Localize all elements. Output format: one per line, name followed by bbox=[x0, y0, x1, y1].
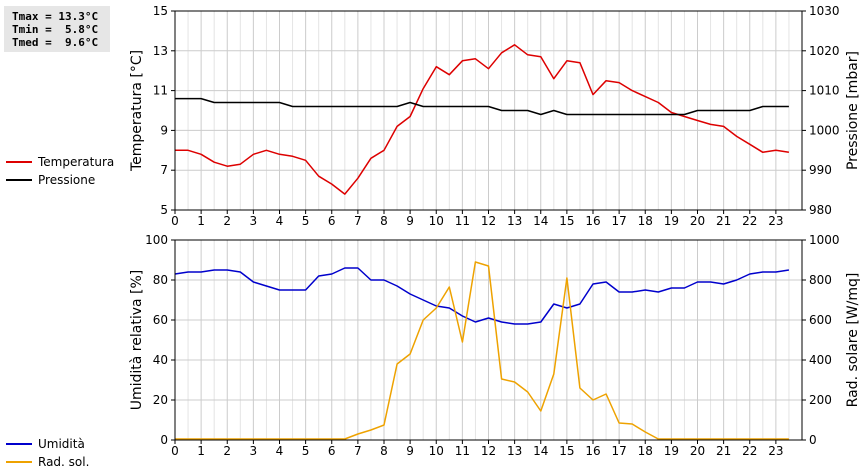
x-tick-label: 17 bbox=[611, 214, 626, 228]
x-tick-label: 20 bbox=[690, 444, 705, 458]
x-tick-label: 8 bbox=[380, 214, 388, 228]
y-tick-label: 0 bbox=[160, 433, 168, 447]
y-tick-label: 60 bbox=[153, 313, 168, 327]
legend-label-umidita: Umidità bbox=[38, 437, 85, 451]
x-tick-label: 2 bbox=[223, 444, 231, 458]
weather-charts: 0 1 2 3 4 5 6 7 8 9 10 11 12 13 14 15 16 17 18 19 20 21 22 2357… bbox=[129, 4, 860, 458]
legend-swatch-pressione bbox=[6, 179, 32, 181]
series-line-pressione bbox=[175, 97, 789, 116]
y-tick-label: 80 bbox=[153, 273, 168, 287]
x-tick-label: 11 bbox=[455, 214, 470, 228]
legend-swatch-temperatura bbox=[6, 161, 32, 163]
y-tick-label: 11 bbox=[153, 84, 168, 98]
y-tick-label: 100 bbox=[145, 233, 168, 247]
x-tick-label: 0 bbox=[171, 444, 179, 458]
x-tick-label: 21 bbox=[716, 214, 731, 228]
x-tick-label: 10 bbox=[429, 444, 444, 458]
x-tick-label: 7 bbox=[354, 214, 362, 228]
stats-box: Tmax = 13.3°C Tmin = 5.8°C Tmed = 9.6°C bbox=[4, 6, 110, 52]
y2-tick-label: 1000 bbox=[809, 233, 840, 247]
y2-tick-label: 200 bbox=[809, 393, 832, 407]
x-tick-label: 12 bbox=[481, 214, 496, 228]
y2-axis-title: Rad. solare [W/mq] bbox=[845, 273, 860, 408]
tmax-readout: Tmax = 13.3°C bbox=[12, 10, 99, 23]
x-tick-label: 1 bbox=[197, 214, 205, 228]
x-tick-label: 8 bbox=[380, 444, 388, 458]
y2-tick-label: 990 bbox=[809, 163, 832, 177]
legend-swatch-rad-sol bbox=[6, 461, 32, 463]
y2-tick-label: 1010 bbox=[809, 84, 840, 98]
x-tick-label: 23 bbox=[768, 444, 783, 458]
x-tick-label: 22 bbox=[742, 214, 757, 228]
y-tick-label: 13 bbox=[153, 44, 168, 58]
x-tick-label: 11 bbox=[455, 444, 470, 458]
y2-tick-label: 800 bbox=[809, 273, 832, 287]
x-tick-label: 21 bbox=[716, 444, 731, 458]
x-tick-label: 22 bbox=[742, 444, 757, 458]
x-tick-label: 14 bbox=[533, 444, 548, 458]
y-tick-label: 9 bbox=[160, 123, 168, 137]
x-tick-label: 3 bbox=[250, 444, 258, 458]
x-tick-label: 5 bbox=[302, 214, 310, 228]
x-tick-label: 17 bbox=[611, 444, 626, 458]
y-tick-label: 5 bbox=[160, 203, 168, 217]
y2-tick-label: 1020 bbox=[809, 44, 840, 58]
x-tick-label: 3 bbox=[250, 214, 258, 228]
x-tick-label: 7 bbox=[354, 444, 362, 458]
y2-tick-label: 400 bbox=[809, 353, 832, 367]
x-tick-label: 18 bbox=[638, 444, 653, 458]
legend-label-pressione: Pressione bbox=[38, 173, 96, 187]
tmed-readout: Tmed = 9.6°C bbox=[12, 36, 99, 49]
x-tick-label: 16 bbox=[585, 444, 600, 458]
series-line-rad-sol bbox=[175, 261, 789, 440]
x-tick-label: 15 bbox=[559, 444, 574, 458]
x-tick-label: 9 bbox=[406, 214, 414, 228]
x-tick-label: 4 bbox=[276, 214, 284, 228]
y-tick-label: 7 bbox=[160, 163, 168, 177]
series-line-umidit bbox=[174, 267, 790, 325]
series-line-temperatura bbox=[175, 44, 790, 195]
legend-label-temperatura: Temperatura bbox=[38, 155, 115, 169]
y-tick-label: 15 bbox=[153, 4, 168, 18]
x-tick-label: 13 bbox=[507, 444, 522, 458]
x-tick-label: 14 bbox=[533, 214, 548, 228]
y2-tick-label: 1000 bbox=[809, 123, 840, 137]
legend-swatch-umidita bbox=[6, 443, 32, 445]
y2-tick-label: 1030 bbox=[809, 4, 840, 18]
y-axis-title: Temperatura [°C] bbox=[129, 50, 145, 172]
x-tick-label: 20 bbox=[690, 214, 705, 228]
x-tick-label: 6 bbox=[328, 444, 336, 458]
y-tick-label: 20 bbox=[153, 393, 168, 407]
x-tick-label: 13 bbox=[507, 214, 522, 228]
x-tick-label: 12 bbox=[481, 444, 496, 458]
x-tick-label: 1 bbox=[197, 444, 205, 458]
x-tick-label: 15 bbox=[559, 214, 574, 228]
y2-tick-label: 600 bbox=[809, 313, 832, 327]
x-tick-label: 10 bbox=[429, 214, 444, 228]
y2-axis-title: Pressione [mbar] bbox=[845, 51, 860, 170]
x-tick-label: 16 bbox=[585, 214, 600, 228]
x-tick-label: 6 bbox=[328, 214, 336, 228]
x-tick-label: 19 bbox=[664, 444, 679, 458]
x-tick-label: 18 bbox=[638, 214, 653, 228]
x-tick-label: 9 bbox=[406, 444, 414, 458]
x-tick-label: 5 bbox=[302, 444, 310, 458]
x-tick-label: 19 bbox=[664, 214, 679, 228]
y-tick-label: 40 bbox=[153, 353, 168, 367]
y2-tick-label: 0 bbox=[809, 433, 817, 447]
tmin-readout: Tmin = 5.8°C bbox=[12, 23, 99, 36]
y2-tick-label: 980 bbox=[809, 203, 832, 217]
y-axis-title: Umidità relativa [%] bbox=[129, 270, 145, 411]
x-tick-label: 4 bbox=[276, 444, 284, 458]
x-tick-label: 2 bbox=[223, 214, 231, 228]
x-tick-label: 0 bbox=[171, 214, 179, 228]
x-tick-label: 23 bbox=[768, 214, 783, 228]
